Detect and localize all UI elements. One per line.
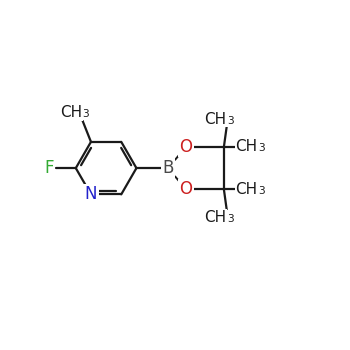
Text: $_3$: $_3$ (258, 182, 266, 197)
Text: F: F (44, 159, 54, 177)
Text: $_3$: $_3$ (258, 139, 266, 154)
Text: $_3$: $_3$ (227, 210, 235, 224)
Text: O: O (180, 138, 193, 156)
Text: $_3$: $_3$ (82, 105, 90, 120)
Text: CH: CH (236, 182, 258, 197)
Text: O: O (180, 181, 193, 198)
Text: CH: CH (204, 210, 227, 224)
Text: N: N (85, 186, 97, 203)
Text: B: B (162, 159, 174, 177)
Text: CH: CH (204, 112, 227, 127)
Text: $_3$: $_3$ (227, 112, 235, 127)
Text: CH: CH (60, 105, 82, 120)
Text: CH: CH (236, 139, 258, 154)
